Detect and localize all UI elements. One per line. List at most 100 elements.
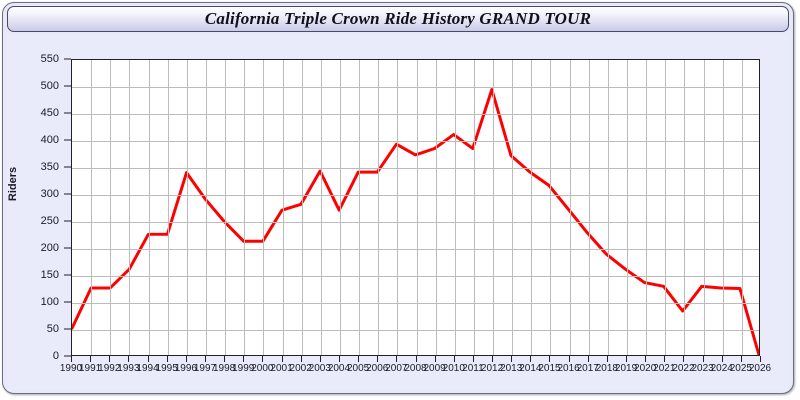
chart-panel: Riders 0 50 100 150 200 250 300 350 400 450 500 550… (7, 34, 789, 391)
x-tick-label: 2006 (366, 363, 389, 374)
x-tick-mark (721, 356, 723, 362)
x-tick-mark (358, 356, 360, 362)
y-tick-mark (64, 166, 71, 168)
gridline-vertical (397, 60, 399, 355)
x-tick-label: 2024 (710, 363, 733, 374)
x-tick-label: 2011 (462, 363, 484, 374)
gridline-vertical (378, 60, 380, 355)
gridline-vertical (684, 60, 686, 355)
x-tick-mark (511, 356, 513, 362)
gridline-vertical (263, 60, 265, 355)
x-tick-mark (147, 356, 149, 362)
x-tick-label: 2016 (557, 363, 580, 374)
x-tick-label: 2007 (385, 363, 408, 374)
x-tick-mark (702, 356, 704, 362)
x-tick-label: 2020 (634, 363, 657, 374)
x-tick-label: 2005 (346, 363, 370, 374)
x-tick-mark (128, 356, 130, 362)
y-tick-label: 250 (40, 215, 59, 227)
x-tick-mark (760, 356, 761, 362)
y-tick-mark (64, 220, 71, 222)
gridline-vertical (454, 60, 456, 355)
x-tick-label: 2026 (748, 363, 772, 374)
x-tick-mark (166, 356, 168, 362)
gridline-vertical (435, 60, 437, 355)
x-tick-label: 2009 (423, 363, 446, 374)
gridline-vertical (607, 60, 609, 355)
x-tick-mark (472, 356, 474, 362)
y-tick-label: 400 (40, 134, 59, 146)
x-tick-label: 2000 (251, 363, 274, 374)
x-tick-mark (396, 356, 398, 362)
x-tick-mark (453, 356, 455, 362)
x-tick-label: 2002 (289, 363, 312, 374)
x-tick-mark (71, 356, 72, 362)
gridline-vertical (473, 60, 475, 355)
x-tick-label: 2017 (576, 363, 599, 374)
y-tick-mark (64, 274, 71, 276)
x-tick-mark (377, 356, 379, 362)
y-tick-mark (64, 85, 71, 87)
x-tick-mark (300, 356, 302, 362)
y-tick-mark (64, 58, 71, 60)
gridline-vertical (569, 60, 571, 355)
gridline-vertical (205, 60, 207, 355)
x-tick-label: 1992 (98, 363, 121, 374)
chart-window: California Triple Crown Ride History GRA… (2, 2, 794, 394)
gridline-vertical (493, 60, 495, 355)
x-tick-mark (224, 356, 226, 362)
y-tick-label: 100 (40, 296, 59, 308)
y-tick-mark (64, 112, 71, 114)
y-axis-title: Riders (7, 166, 19, 202)
gridline-vertical (359, 60, 361, 355)
plot-area (71, 59, 760, 356)
gridline-vertical (186, 60, 188, 355)
gridline-vertical (627, 60, 629, 355)
y-tick-label: 450 (40, 107, 59, 119)
x-tick-mark (549, 356, 551, 362)
x-tick-mark (319, 356, 321, 362)
x-tick-label: 1998 (212, 363, 236, 374)
y-tick-mark (64, 355, 71, 357)
x-tick-mark (492, 356, 494, 362)
riders-line-series (72, 88, 759, 355)
gridline-vertical (531, 60, 533, 355)
x-tick-mark (740, 356, 742, 362)
x-tick-label: 2004 (327, 363, 351, 374)
x-tick-mark (338, 356, 340, 362)
gridline-vertical (129, 60, 131, 355)
y-tick-label: 550 (40, 53, 59, 65)
x-tick-mark (90, 356, 92, 362)
x-tick-mark (606, 356, 608, 362)
y-tick-mark (64, 139, 71, 141)
x-tick-label: 2013 (500, 363, 523, 374)
x-tick-mark (587, 356, 589, 362)
x-tick-mark (645, 356, 647, 362)
x-tick-label: 1997 (193, 363, 217, 374)
x-tick-mark (434, 356, 436, 362)
x-tick-label: 2021 (653, 363, 676, 374)
y-tick-label: 50 (46, 323, 59, 335)
gridline-vertical (646, 60, 648, 355)
x-tick-label: 1995 (155, 363, 178, 374)
y-tick-label: 500 (40, 80, 59, 92)
gridline-vertical (225, 60, 227, 355)
x-tick-label: 1994 (136, 363, 159, 374)
gridline-vertical (703, 60, 705, 355)
line-series-svg (72, 88, 759, 355)
gridline-vertical (665, 60, 667, 355)
x-tick-label: 1999 (232, 363, 255, 374)
gridline-horizontal (72, 195, 759, 196)
y-tick-label: 300 (40, 188, 59, 200)
x-tick-label: 2025 (729, 363, 752, 374)
gridline-horizontal (72, 222, 759, 223)
y-tick-mark (64, 301, 71, 303)
gridline-vertical (110, 60, 112, 355)
x-tick-mark (664, 356, 666, 362)
x-axis: 1990 1991 1992 1993 1994 1995 1996 1997 1998 1999… (60, 356, 772, 391)
y-axis: Riders 0 50 100 150 200 250 300 350 400 450 500 550 (7, 34, 71, 391)
x-tick-label: 2019 (614, 363, 638, 374)
gridline-horizontal (72, 114, 759, 115)
y-tick-label: 150 (40, 269, 59, 281)
y-tick-label: 0 (52, 350, 59, 362)
